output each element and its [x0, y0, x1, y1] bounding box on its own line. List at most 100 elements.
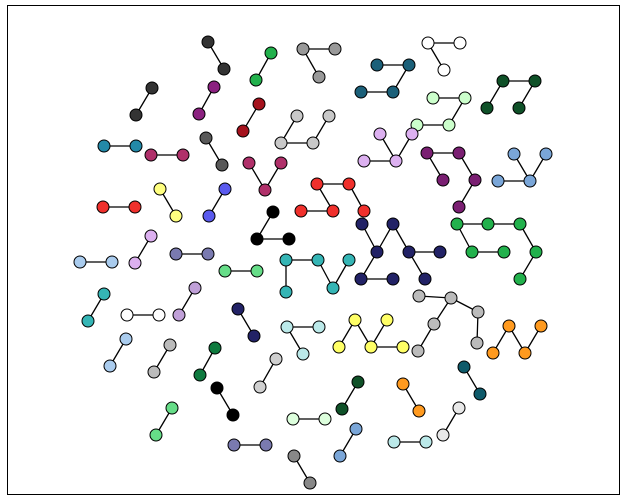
graph-node[interactable] [364, 340, 378, 354]
graph-node[interactable] [351, 375, 365, 389]
graph-node[interactable] [355, 217, 369, 231]
graph-node[interactable] [458, 91, 472, 105]
graph-node[interactable] [473, 387, 487, 401]
graph-node[interactable] [119, 332, 133, 346]
graph-node[interactable] [332, 340, 346, 354]
graph-node[interactable] [402, 58, 416, 72]
graph-node[interactable] [518, 346, 532, 360]
graph-node[interactable] [342, 253, 356, 267]
graph-node[interactable] [380, 313, 394, 327]
graph-node[interactable] [105, 255, 119, 269]
graph-node[interactable] [312, 70, 326, 84]
graph-node[interactable] [147, 365, 161, 379]
graph-node[interactable] [333, 449, 347, 463]
graph-node[interactable] [497, 245, 511, 259]
graph-node[interactable] [97, 139, 111, 153]
graph-node[interactable] [396, 340, 410, 354]
graph-node[interactable] [296, 347, 310, 361]
graph-node[interactable] [129, 139, 143, 153]
graph-node[interactable] [465, 245, 479, 259]
graph-node[interactable] [176, 148, 190, 162]
graph-node[interactable] [496, 74, 510, 88]
graph-node[interactable] [208, 341, 222, 355]
graph-node[interactable] [421, 36, 435, 50]
graph-node[interactable] [507, 147, 521, 161]
graph-node[interactable] [452, 146, 466, 160]
graph-node[interactable] [311, 253, 325, 267]
graph-node[interactable] [387, 435, 401, 449]
graph-node[interactable] [419, 435, 433, 449]
graph-node[interactable] [370, 245, 384, 259]
graph-node[interactable] [412, 289, 426, 303]
graph-node[interactable] [97, 287, 111, 301]
graph-node[interactable] [217, 62, 231, 76]
graph-node[interactable] [242, 156, 256, 170]
graph-node[interactable] [326, 281, 340, 295]
graph-node[interactable] [534, 319, 548, 333]
graph-node[interactable] [396, 377, 410, 391]
graph-node[interactable] [326, 204, 340, 218]
graph-node[interactable] [226, 408, 240, 422]
graph-node[interactable] [386, 85, 400, 99]
graph-node[interactable] [452, 200, 466, 214]
graph-node[interactable] [523, 174, 537, 188]
graph-node[interactable] [453, 36, 467, 50]
graph-node[interactable] [386, 217, 400, 231]
graph-node[interactable] [282, 232, 296, 246]
graph-node[interactable] [264, 46, 278, 60]
graph-node[interactable] [279, 285, 293, 299]
graph-node[interactable] [192, 107, 206, 121]
graph-node[interactable] [253, 380, 267, 394]
graph-node[interactable] [389, 154, 403, 168]
graph-node[interactable] [287, 449, 301, 463]
graph-node[interactable] [103, 359, 117, 373]
graph-node[interactable] [354, 85, 368, 99]
graph-node[interactable] [470, 336, 484, 350]
graph-node[interactable] [218, 182, 232, 196]
graph-node[interactable] [274, 156, 288, 170]
graph-node[interactable] [444, 291, 458, 305]
graph-node[interactable] [163, 338, 177, 352]
graph-node[interactable] [411, 344, 425, 358]
graph-node[interactable] [412, 404, 426, 418]
graph-node[interactable] [427, 317, 441, 331]
graph-node[interactable] [405, 127, 419, 141]
graph-node[interactable] [513, 217, 527, 231]
graph-node[interactable] [149, 428, 163, 442]
graph-node[interactable] [402, 245, 416, 259]
graph-node[interactable] [357, 204, 371, 218]
graph-node[interactable] [335, 402, 349, 416]
graph-node[interactable] [480, 101, 494, 115]
graph-node[interactable] [259, 438, 273, 452]
graph-node[interactable] [426, 91, 440, 105]
graph-node[interactable] [165, 401, 179, 415]
graph-node[interactable] [303, 476, 317, 490]
graph-node[interactable] [349, 422, 363, 436]
graph-node[interactable] [418, 272, 432, 286]
graph-node[interactable] [322, 109, 336, 123]
graph-node[interactable] [201, 35, 215, 49]
graph-node[interactable] [227, 438, 241, 452]
graph-node[interactable] [231, 302, 245, 316]
graph-node[interactable] [202, 209, 216, 223]
graph-node[interactable] [502, 319, 516, 333]
graph-node[interactable] [436, 428, 450, 442]
graph-node[interactable] [491, 174, 505, 188]
graph-node[interactable] [457, 360, 471, 374]
graph-node[interactable] [172, 308, 186, 322]
graph-node[interactable] [250, 232, 264, 246]
graph-node[interactable] [81, 314, 95, 328]
graph-node[interactable] [294, 204, 308, 218]
graph-node[interactable] [442, 118, 456, 132]
graph-node[interactable] [129, 108, 143, 122]
graph-node[interactable] [328, 42, 342, 56]
graph-node[interactable] [433, 245, 447, 259]
graph-node[interactable] [357, 154, 371, 168]
graph-node[interactable] [437, 63, 451, 77]
graph-node[interactable] [128, 256, 142, 270]
graph-node[interactable] [286, 412, 300, 426]
graph-node[interactable] [153, 182, 167, 196]
graph-node[interactable] [318, 412, 332, 426]
graph-node[interactable] [236, 124, 250, 138]
graph-node[interactable] [215, 158, 229, 172]
